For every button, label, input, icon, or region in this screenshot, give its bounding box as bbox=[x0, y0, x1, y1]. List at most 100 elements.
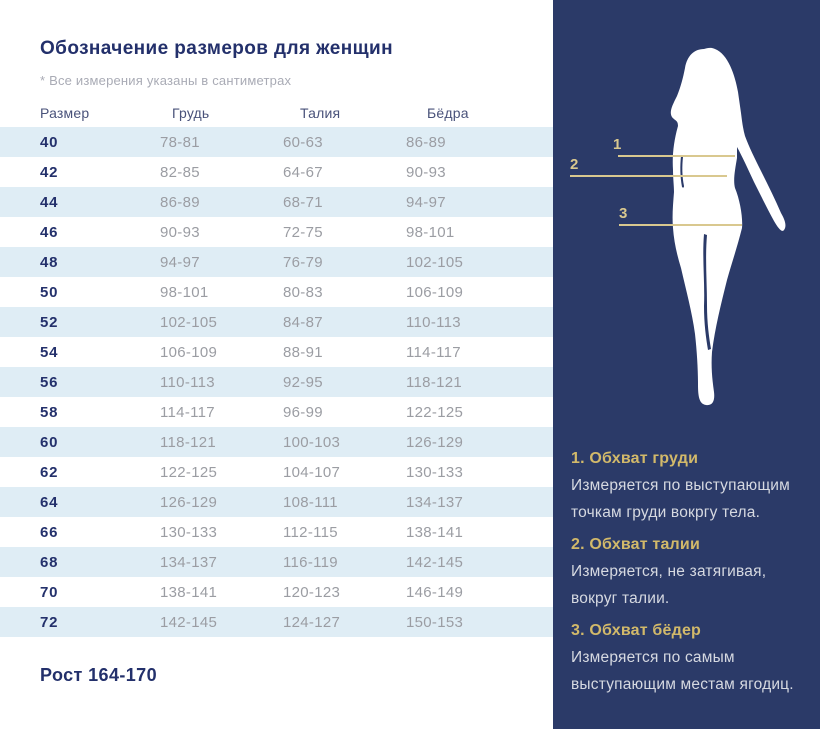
chest-cell: 138-141 bbox=[160, 583, 218, 601]
hips-cell: 122-125 bbox=[406, 403, 464, 421]
table-header: Размер Грудь Талия Бёдра bbox=[0, 99, 553, 127]
column-header-chest: Грудь bbox=[172, 105, 210, 121]
hips-cell: 118-121 bbox=[406, 373, 463, 391]
chest-cell: 134-137 bbox=[160, 553, 218, 571]
chest-cell: 126-129 bbox=[160, 493, 218, 511]
legend-title: 3. Обхват бёдер bbox=[571, 622, 702, 639]
legend-text: Измеряется по самым выступающим местам я… bbox=[571, 649, 794, 693]
legend-title: 1. Обхват груди bbox=[571, 450, 699, 467]
table-row: 68 134-137 116-119 142-145 bbox=[0, 547, 553, 577]
size-cell: 60 bbox=[40, 433, 59, 451]
size-cell: 44 bbox=[40, 193, 59, 211]
size-cell: 72 bbox=[40, 613, 59, 631]
table-row: 54 106-109 88-91 114-117 bbox=[0, 337, 553, 367]
waist-cell: 116-119 bbox=[283, 553, 338, 571]
legend-text: Измеряется по выступающим точкам груди в… bbox=[571, 477, 791, 521]
chest-cell: 130-133 bbox=[160, 523, 218, 541]
waist-cell: 76-79 bbox=[283, 253, 323, 271]
legend-title: 2. Обхват талии bbox=[571, 536, 700, 553]
hips-cell: 110-113 bbox=[406, 313, 461, 331]
table-row: 66 130-133 112-115 138-141 bbox=[0, 517, 553, 547]
hips-cell: 94-97 bbox=[406, 193, 446, 211]
measurements-note: * Все измерения указаны в сантиметрах bbox=[40, 73, 292, 88]
waist-cell: 96-99 bbox=[283, 403, 323, 421]
table-row: 56 110-113 92-95 118-121 bbox=[0, 367, 553, 397]
column-header-size: Размер bbox=[40, 105, 90, 121]
hips-cell: 150-153 bbox=[406, 613, 464, 631]
table-row: 52 102-105 84-87 110-113 bbox=[0, 307, 553, 337]
size-cell: 48 bbox=[40, 253, 59, 271]
table-row: 72 142-145 124-127 150-153 bbox=[0, 607, 553, 637]
hips-measure-label: 3 bbox=[619, 205, 628, 222]
waist-cell: 112-115 bbox=[283, 523, 338, 541]
waist-cell: 120-123 bbox=[283, 583, 341, 601]
column-header-waist: Талия bbox=[300, 105, 341, 121]
size-cell: 66 bbox=[40, 523, 59, 541]
legend-text: Измеряется, не затягивая, вокруг талии. bbox=[571, 563, 767, 607]
size-cell: 56 bbox=[40, 373, 59, 391]
legend-section-waist: 2. Обхват талии Измеряется, не затягивая… bbox=[571, 535, 809, 612]
column-header-hips: Бёдра bbox=[427, 105, 469, 121]
size-cell: 70 bbox=[40, 583, 59, 601]
chest-cell: 82-85 bbox=[160, 163, 200, 181]
waist-measure-label: 2 bbox=[570, 156, 579, 173]
hips-cell: 126-129 bbox=[406, 433, 464, 451]
hips-cell: 114-117 bbox=[406, 343, 461, 361]
hips-cell: 138-141 bbox=[406, 523, 464, 541]
table-row: 64 126-129 108-111 134-137 bbox=[0, 487, 553, 517]
hips-cell: 90-93 bbox=[406, 163, 446, 181]
table-row: 62 122-125 104-107 130-133 bbox=[0, 457, 553, 487]
chest-cell: 78-81 bbox=[160, 133, 200, 151]
waist-cell: 68-71 bbox=[283, 193, 323, 211]
hips-cell: 146-149 bbox=[406, 583, 464, 601]
legend: 1. Обхват груди Измеряется по выступающи… bbox=[571, 449, 809, 698]
chest-cell: 98-101 bbox=[160, 283, 209, 301]
height-note: Рост 164-170 bbox=[40, 665, 158, 685]
waist-cell: 80-83 bbox=[283, 283, 323, 301]
hips-cell: 102-105 bbox=[406, 253, 464, 271]
size-cell: 58 bbox=[40, 403, 59, 421]
chest-cell: 122-125 bbox=[160, 463, 218, 481]
chest-cell: 110-113 bbox=[160, 373, 215, 391]
table-row: 58 114-117 96-99 122-125 bbox=[0, 397, 553, 427]
waist-cell: 88-91 bbox=[283, 343, 323, 361]
chest-cell: 118-121 bbox=[160, 433, 217, 451]
chest-cell: 142-145 bbox=[160, 613, 218, 631]
waist-cell: 72-75 bbox=[283, 223, 323, 241]
table-row: 70 138-141 120-123 146-149 bbox=[0, 577, 553, 607]
size-table-section: Обозначение размеров для женщин * Все из… bbox=[0, 38, 553, 685]
bust-measure-label: 1 bbox=[613, 136, 622, 153]
chest-cell: 106-109 bbox=[160, 343, 218, 361]
waist-cell: 100-103 bbox=[283, 433, 341, 451]
size-cell: 50 bbox=[40, 283, 59, 301]
table-row: 44 86-89 68-71 94-97 bbox=[0, 187, 553, 217]
hips-cell: 142-145 bbox=[406, 553, 464, 571]
legend-section-bust: 1. Обхват груди Измеряется по выступающи… bbox=[571, 449, 809, 526]
chest-cell: 90-93 bbox=[160, 223, 200, 241]
hips-cell: 106-109 bbox=[406, 283, 464, 301]
waist-cell: 104-107 bbox=[283, 463, 341, 481]
table-row: 60 118-121 100-103 126-129 bbox=[0, 427, 553, 457]
table-row: 48 94-97 76-79 102-105 bbox=[0, 247, 553, 277]
waist-cell: 92-95 bbox=[283, 373, 323, 391]
waist-measure-line bbox=[570, 175, 727, 177]
table-row: 46 90-93 72-75 98-101 bbox=[0, 217, 553, 247]
size-cell: 40 bbox=[40, 133, 59, 151]
figure-panel: 1 2 3 1. Обхват груди Измеряется по выст… bbox=[553, 0, 820, 729]
size-cell: 54 bbox=[40, 343, 59, 361]
waist-cell: 108-111 bbox=[283, 493, 338, 511]
chest-cell: 114-117 bbox=[160, 403, 215, 421]
table-body: 40 78-81 60-63 86-89 42 82-85 64-67 90-93 44 86-8… bbox=[0, 127, 553, 637]
size-cell: 52 bbox=[40, 313, 59, 331]
woman-silhouette bbox=[670, 47, 786, 406]
size-cell: 62 bbox=[40, 463, 59, 481]
legend-section-hips: 3. Обхват бёдер Измеряется по самым выст… bbox=[571, 621, 809, 698]
hips-cell: 86-89 bbox=[406, 133, 446, 151]
waist-cell: 84-87 bbox=[283, 313, 323, 331]
waist-cell: 60-63 bbox=[283, 133, 323, 151]
chest-cell: 102-105 bbox=[160, 313, 218, 331]
hips-cell: 134-137 bbox=[406, 493, 464, 511]
size-cell: 46 bbox=[40, 223, 59, 241]
hips-cell: 98-101 bbox=[406, 223, 455, 241]
